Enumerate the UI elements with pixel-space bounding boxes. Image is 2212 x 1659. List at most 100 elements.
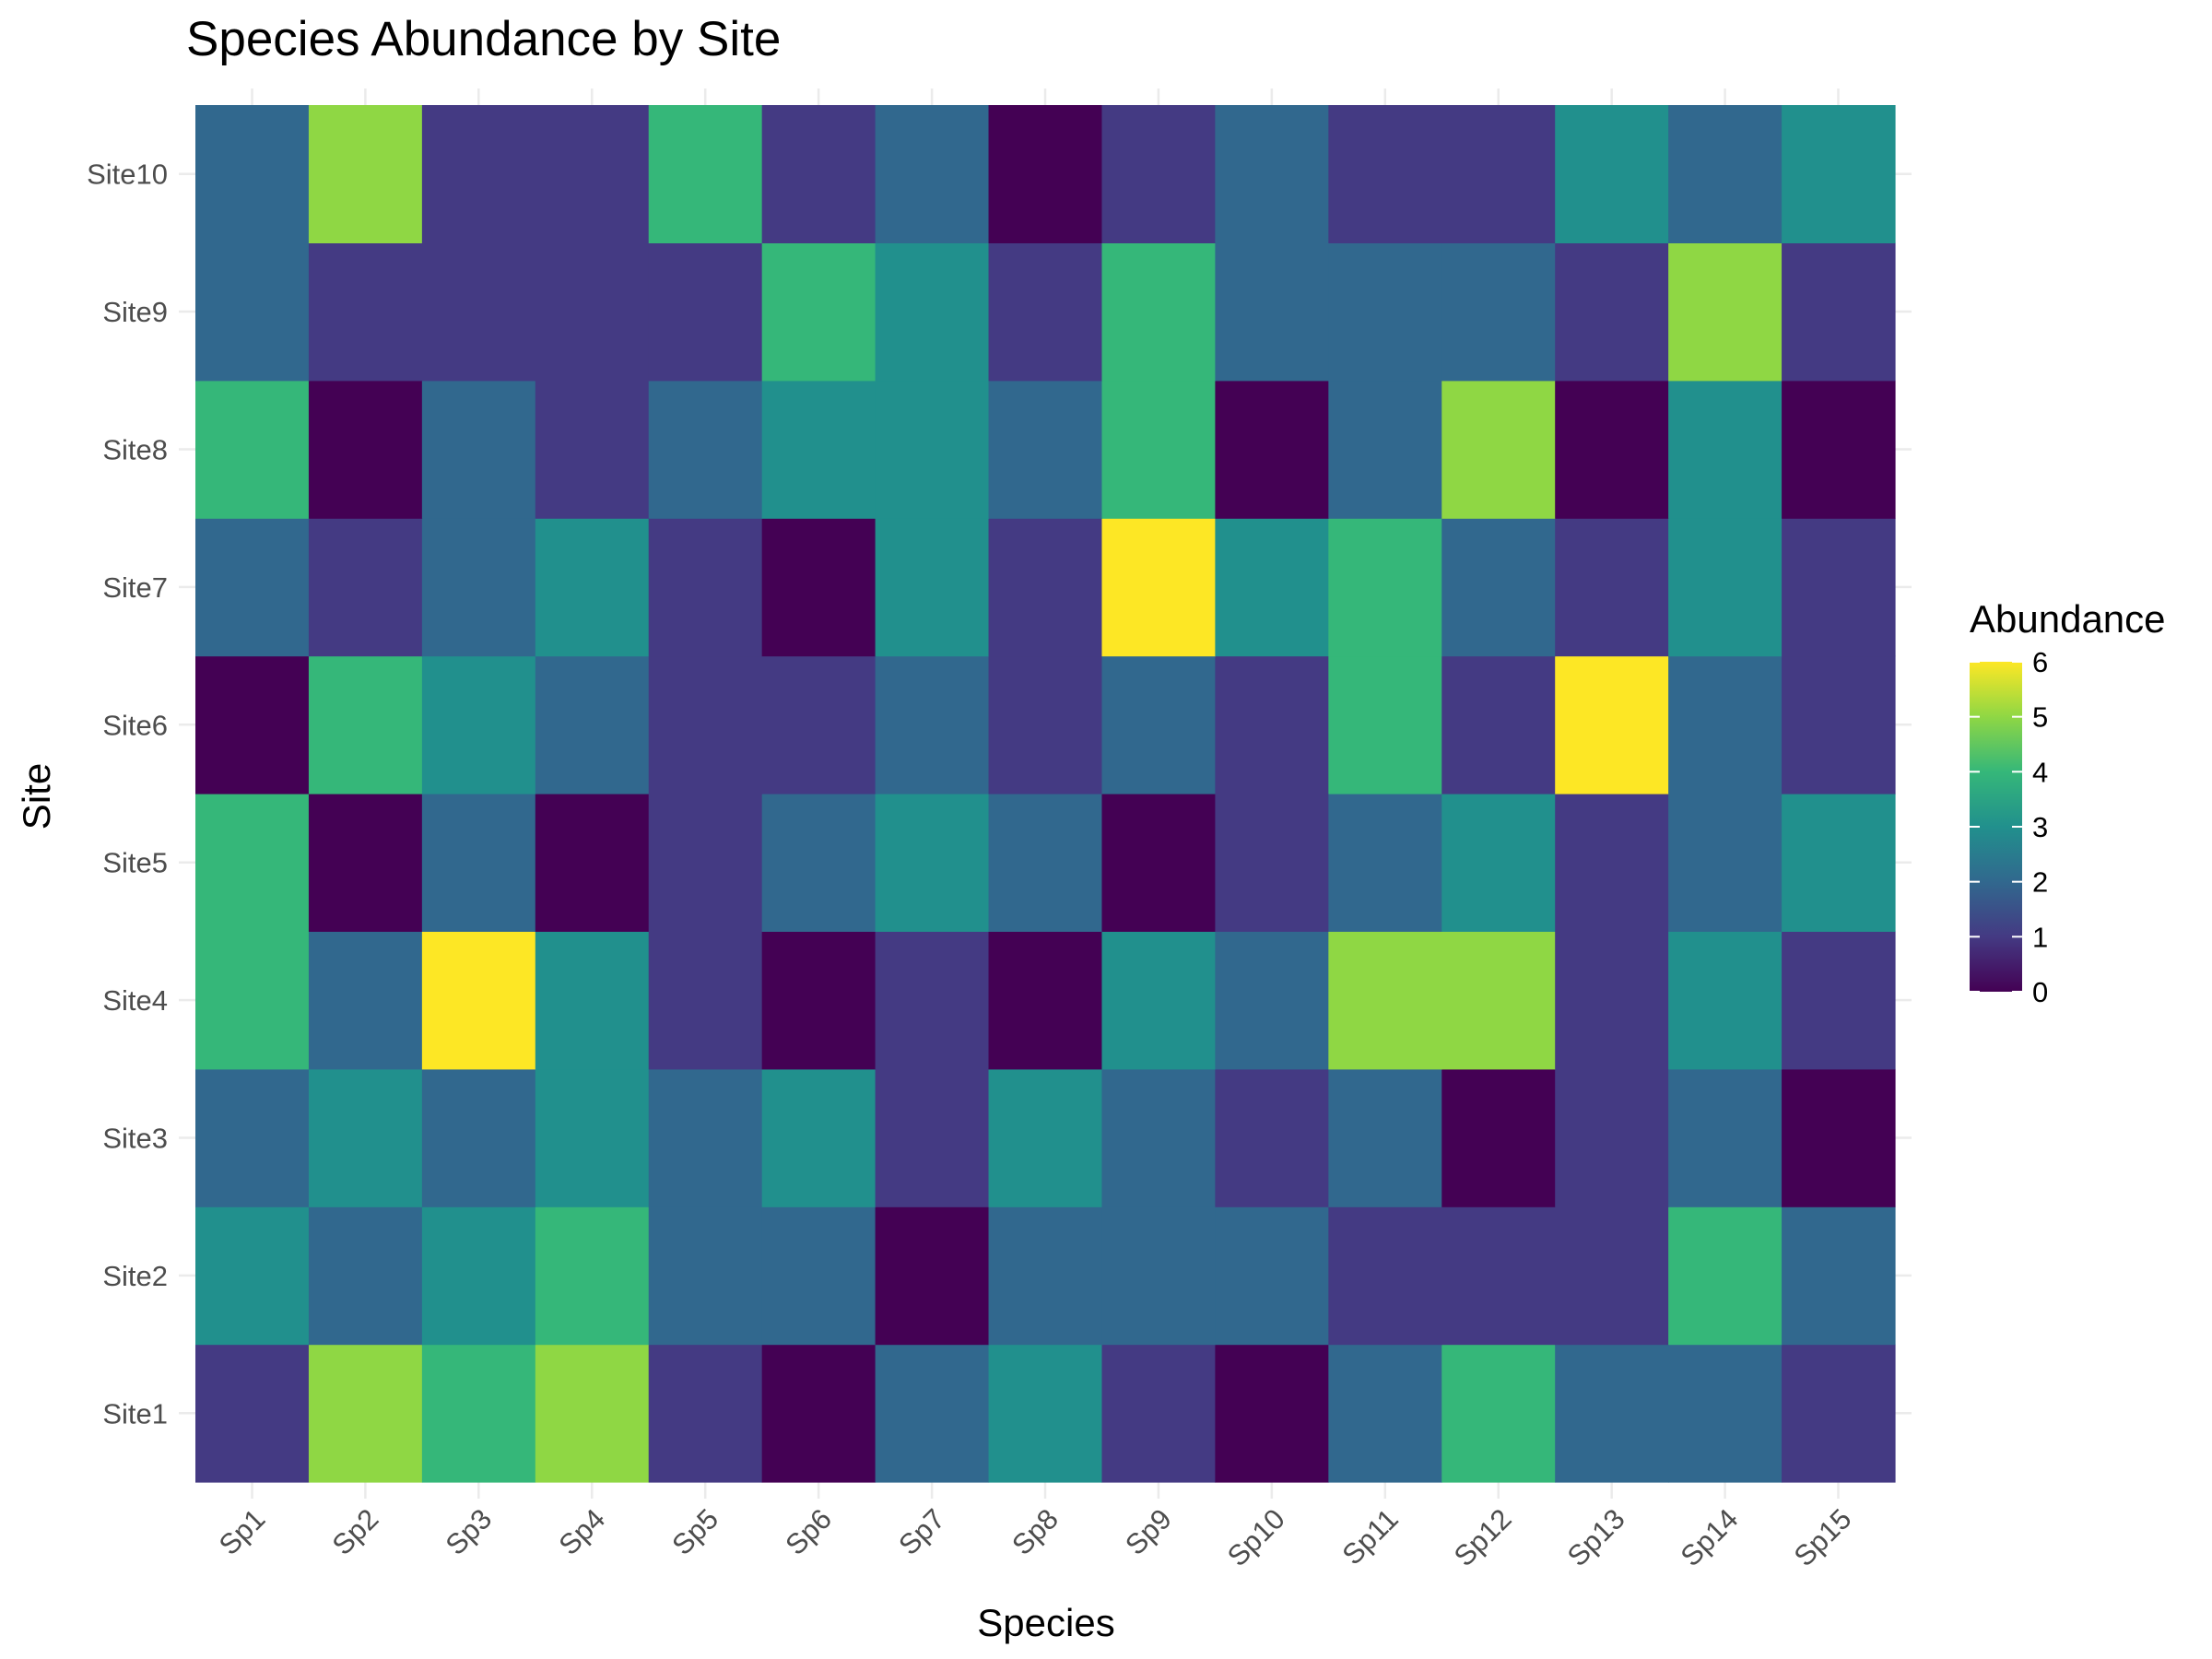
heatmap-cell-site9-sp13 (1555, 242, 1669, 382)
heatmap-cell-site4-sp12 (1441, 931, 1556, 1070)
heatmap-cell-site5-sp14 (1668, 794, 1783, 932)
chart-title: Species Abundance by Site (186, 12, 781, 66)
heatmap-cell-site4-sp1 (195, 931, 310, 1070)
heatmap-cell-site10-sp4 (535, 105, 650, 243)
heatmap-cell-site2-sp15 (1782, 1206, 1896, 1346)
heatmap-cell-site10-sp6 (761, 105, 877, 243)
heatmap-cell-site7-sp10 (1215, 518, 1329, 657)
heatmap-cell-site6-sp9 (1101, 655, 1216, 794)
heatmap-cell-site9-sp14 (1668, 242, 1783, 382)
heatmap-cell-site9-sp15 (1782, 242, 1896, 382)
heatmap-cell-site6-sp12 (1441, 655, 1556, 794)
heatmap-cell-site7-sp12 (1441, 518, 1556, 657)
y-axis-ticks: Site1 Site2 Site3 Site4 Site5 Site6 Site7 Site8… (87, 159, 168, 1430)
heatmap-cell-site7-sp6 (761, 518, 877, 657)
heatmap-cell-site7-sp13 (1555, 518, 1669, 657)
heatmap-cell-site5-sp1 (195, 794, 310, 932)
x-tick-label: Sp5 (665, 1502, 724, 1561)
heatmap-cell-site4-sp2 (308, 931, 423, 1070)
legend-tick-label: 0 (2032, 976, 2048, 1008)
heatmap-cell-site6-sp15 (1782, 655, 1896, 794)
heatmap-cell-site1-sp6 (761, 1344, 877, 1483)
heatmap-cell-site3-sp11 (1328, 1068, 1442, 1207)
y-tick-label: Site5 (102, 847, 168, 879)
heatmap-cell-site5-sp13 (1555, 794, 1669, 932)
heatmap-cell-site1-sp15 (1782, 1344, 1896, 1483)
heatmap-cell-site1-sp13 (1555, 1344, 1669, 1483)
heatmap-cell-site7-sp2 (308, 518, 423, 657)
heatmap-cell-site6-sp4 (535, 655, 650, 794)
heatmap-cell-site3-sp6 (761, 1068, 877, 1207)
heatmap-cell-site10-sp5 (648, 105, 763, 243)
heatmap-cell-site3-sp15 (1782, 1068, 1896, 1207)
legend-tick-label: 6 (2032, 646, 2048, 678)
legend-title: Abundance (1970, 597, 2166, 641)
heatmap-cell-site3-sp1 (195, 1068, 310, 1207)
heatmap-cell-site6-sp3 (421, 655, 536, 794)
heatmap-cell-site8-sp8 (988, 380, 1103, 519)
y-axis-title: Site (15, 763, 58, 830)
x-tick-label: Sp15 (1788, 1502, 1858, 1572)
heatmap-cell-site2-sp7 (875, 1206, 990, 1346)
legend-tick-label: 5 (2032, 701, 2048, 734)
heatmap-cell-site8-sp9 (1101, 380, 1216, 519)
heatmap-cell-site3-sp4 (535, 1068, 650, 1207)
heatmap-cell-site1-sp12 (1441, 1344, 1556, 1483)
heatmap-cell-site1-sp3 (421, 1344, 536, 1483)
heatmap-cell-site4-sp13 (1555, 931, 1669, 1070)
heatmap-cell-site8-sp15 (1782, 380, 1896, 519)
heatmap-cell-site8-sp10 (1215, 380, 1329, 519)
heatmap-cell-site10-sp7 (875, 105, 990, 243)
heatmap-cell-site6-sp11 (1328, 655, 1442, 794)
y-tick-label: Site10 (87, 159, 168, 191)
heatmap-cell-site6-sp14 (1668, 655, 1783, 794)
heatmap-cell-site8-sp7 (875, 380, 990, 519)
heatmap-cell-site2-sp13 (1555, 1206, 1669, 1346)
heatmap-cell-site5-sp5 (648, 794, 763, 932)
heatmap-cell-site6-sp13 (1555, 655, 1669, 794)
heatmap-cell-site10-sp14 (1668, 105, 1783, 243)
heatmap-cell-site4-sp8 (988, 931, 1103, 1070)
heatmap-cell-site2-sp12 (1441, 1206, 1556, 1346)
heatmap-cell-site5-sp6 (761, 794, 877, 932)
heatmap-cell-site2-sp9 (1101, 1206, 1216, 1346)
heatmap-cell-site4-sp6 (761, 931, 877, 1070)
heatmap-cell-site6-sp2 (308, 655, 423, 794)
heatmap-cell-site9-sp3 (421, 242, 536, 382)
heatmap-cell-site4-sp14 (1668, 931, 1783, 1070)
heatmap-cell-site1-sp5 (648, 1344, 763, 1483)
heatmap-cell-site2-sp14 (1668, 1206, 1783, 1346)
y-tick-label: Site9 (102, 296, 168, 328)
x-axis-ticks: Sp1 Sp2 Sp3 Sp4 Sp5 Sp6 Sp7 Sp8 Sp9 Sp10 Sp11 Sp12 S… (213, 1502, 1858, 1572)
heatmap-cell-site6-sp7 (875, 655, 990, 794)
heatmap-cell-site7-sp11 (1328, 518, 1442, 657)
heatmap-cell-site1-sp7 (875, 1344, 990, 1483)
y-tick-label: Site4 (102, 984, 168, 1017)
heatmap-cell-site10-sp15 (1782, 105, 1896, 243)
heatmap-cell-site1-sp9 (1101, 1344, 1216, 1483)
heatmap-cell-site7-sp9 (1101, 518, 1216, 657)
heatmap-cell-site4-sp10 (1215, 931, 1329, 1070)
heatmap-cell-site2-sp6 (761, 1206, 877, 1346)
legend-ticks: 0 1 2 3 4 5 6 (1970, 646, 2048, 1008)
heatmap-cell-site9-sp6 (761, 242, 877, 382)
x-axis-title: Species (977, 1601, 1114, 1644)
heatmap-cell-site3-sp10 (1215, 1068, 1329, 1207)
heatmap-cells (195, 105, 1896, 1483)
x-tick-label: Sp1 (213, 1502, 272, 1561)
heatmap-cell-site7-sp3 (421, 518, 536, 657)
heatmap-cell-site10-sp2 (308, 105, 423, 243)
legend-tick-label: 1 (2032, 921, 2048, 953)
x-tick-label: Sp4 (552, 1502, 611, 1561)
heatmap-cell-site8-sp4 (535, 380, 650, 519)
heatmap-cell-site2-sp4 (535, 1206, 650, 1346)
heatmap-cell-site8-sp11 (1328, 380, 1442, 519)
heatmap-cell-site7-sp1 (195, 518, 310, 657)
heatmap-cell-site2-sp3 (421, 1206, 536, 1346)
heatmap-cell-site3-sp2 (308, 1068, 423, 1207)
heatmap-cell-site5-sp7 (875, 794, 990, 932)
heatmap-cell-site9-sp5 (648, 242, 763, 382)
heatmap-cell-site8-sp6 (761, 380, 877, 519)
heatmap-cell-site7-sp8 (988, 518, 1103, 657)
heatmap-cell-site8-sp13 (1555, 380, 1669, 519)
